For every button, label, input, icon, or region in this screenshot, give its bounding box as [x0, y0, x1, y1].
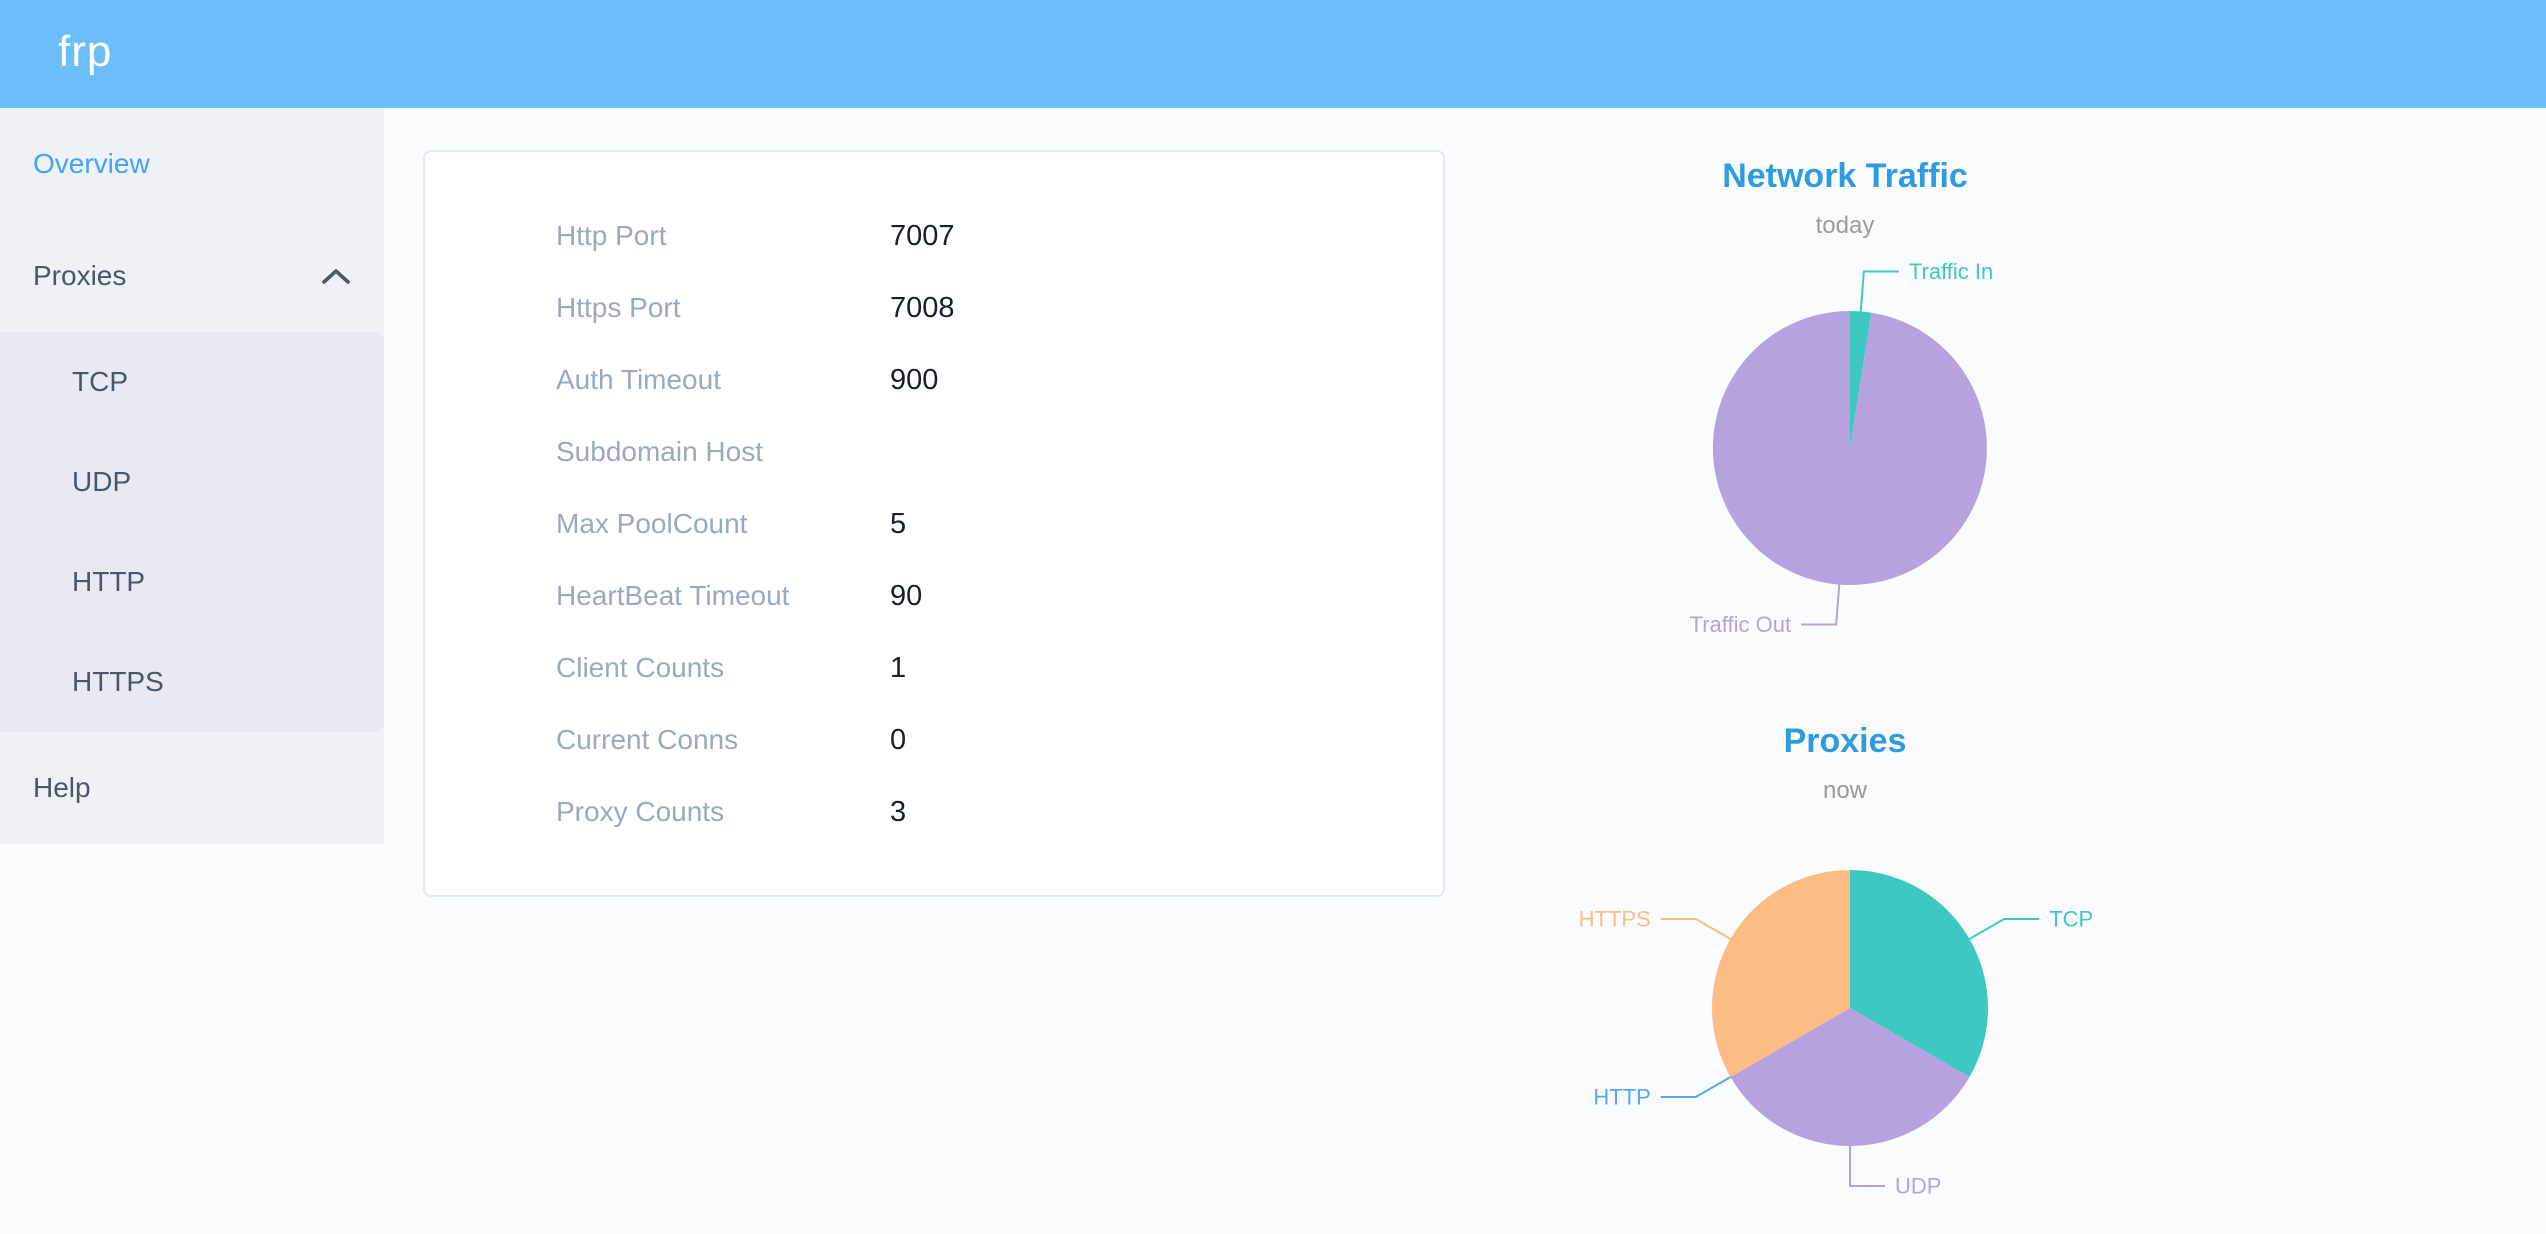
sidebar-item-proxies[interactable]: Proxies — [0, 220, 384, 332]
config-label: Auth Timeout — [556, 364, 721, 395]
server-config-list: Http Port 7007 Https Port 7008 Auth Timeout 9… — [425, 152, 1443, 848]
sidebar-item-help[interactable]: Help — [0, 732, 384, 844]
chart-subtitle: now — [1822, 777, 1868, 804]
config-label: Client Counts — [556, 652, 725, 683]
proxies-chart: TCP UDP HTTP HTTPS Proxies now — [1545, 705, 2145, 1234]
pie-label-leader-line — [1859, 270, 1899, 312]
sidebar-item-label: HTTPS — [72, 666, 164, 697]
config-value: 3 — [890, 795, 907, 828]
config-value: 7008 — [890, 291, 955, 324]
frp-logo: frp — [58, 27, 113, 76]
config-label: Http Port — [556, 220, 667, 251]
pie-label: TCP — [2049, 907, 2093, 932]
chart-title: Proxies — [1783, 722, 1907, 760]
sidebar-item-overview[interactable]: Overview — [0, 108, 384, 220]
chart-title: Network Traffic — [1722, 157, 1968, 195]
sidebar-item-label: Help — [33, 772, 91, 803]
pie-label-leader-line — [1849, 1146, 1885, 1187]
sidebar-item-label: TCP — [72, 366, 128, 397]
proxies-pie[interactable]: TCP UDP HTTP HTTPS — [1545, 705, 2145, 1234]
network-traffic-chart: Traffic In Traffic Out Network Traffic to… — [1545, 140, 2145, 705]
sidebar-item-label: UDP — [72, 466, 132, 497]
config-value: 1 — [890, 651, 907, 684]
config-label: HeartBeat Timeout — [556, 580, 790, 611]
pie-slice[interactable] — [1850, 870, 1988, 1077]
config-row: HeartBeat Timeout 90 — [425, 560, 1443, 632]
pie-label: Traffic Out — [1690, 612, 1791, 637]
sidebar-item-label: Overview — [33, 148, 150, 179]
app-header: frp — [0, 0, 2546, 108]
pie-slice[interactable] — [1850, 311, 1872, 448]
sidebar-item-udp[interactable]: UDP — [0, 432, 384, 532]
pie-label: Traffic In — [1909, 259, 1993, 284]
config-row: Http Port 7007 — [425, 200, 1443, 272]
pie-slice[interactable] — [1712, 311, 1987, 585]
sidebar-item-http[interactable]: HTTP — [0, 532, 384, 632]
config-row: Max PoolCount 5 — [425, 488, 1443, 560]
config-label: Subdomain Host — [556, 436, 764, 467]
pie-label: UDP — [1895, 1174, 1941, 1199]
config-row: Subdomain Host — [425, 416, 1443, 488]
chevron-up-icon — [322, 269, 350, 284]
config-row: Proxy Counts 3 — [425, 776, 1443, 848]
pie-label-leader-line — [1969, 918, 2040, 940]
config-row: Https Port 7008 — [425, 272, 1443, 344]
sidebar: Overview Proxies TCP UDP HTTP HTTPS Help — [0, 108, 384, 844]
pie-label-leader-line — [1660, 1076, 1731, 1098]
config-row: Current Conns 0 — [425, 704, 1443, 776]
config-label: Proxy Counts — [556, 796, 725, 827]
config-value: 0 — [890, 723, 907, 756]
config-value: 900 — [890, 363, 939, 396]
sidebar-item-label: HTTP — [72, 566, 146, 597]
config-value: 7007 — [890, 219, 955, 252]
config-label: Max PoolCount — [556, 508, 748, 539]
config-row: Client Counts 1 — [425, 632, 1443, 704]
sidebar-item-label: Proxies — [33, 260, 127, 291]
config-value: 5 — [890, 507, 907, 540]
sidebar-item-tcp[interactable]: TCP — [0, 332, 384, 432]
config-row: Auth Timeout 900 — [425, 344, 1443, 416]
chart-subtitle: today — [1815, 212, 1875, 239]
pie-slice[interactable] — [1730, 1008, 1970, 1146]
sidebar-submenu-proxies: TCP UDP HTTP HTTPS — [0, 332, 384, 732]
pie-slice[interactable] — [1712, 870, 1850, 1077]
pie-label: HTTPS — [1579, 907, 1651, 932]
pie-label: HTTP — [1593, 1085, 1650, 1110]
config-value: 90 — [890, 579, 923, 612]
pie-label-leader-line — [1660, 918, 1731, 940]
config-label: Https Port — [556, 292, 681, 323]
network-traffic-pie[interactable]: Traffic In Traffic Out — [1545, 140, 2145, 705]
pie-label-leader-line — [1801, 584, 1841, 626]
config-label: Current Conns — [556, 724, 739, 755]
sidebar-item-https[interactable]: HTTPS — [0, 632, 384, 732]
overview-card: Http Port 7007 Https Port 7008 Auth Timeout 9… — [423, 150, 1445, 897]
